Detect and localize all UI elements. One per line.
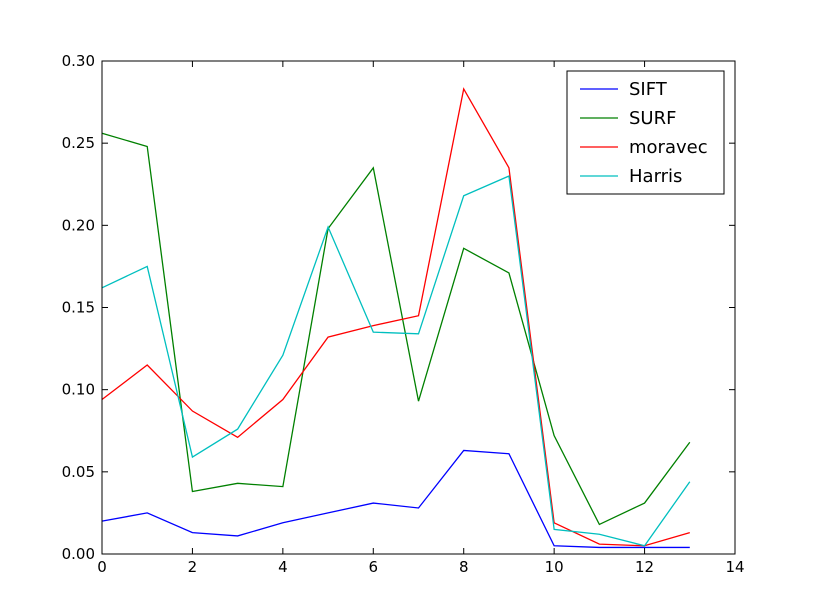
- y-tick-label: 0.00: [62, 545, 95, 563]
- legend-label-sift: SIFT: [629, 79, 668, 100]
- x-tick-label: 12: [635, 558, 654, 576]
- series-line-moravec: [101, 87, 690, 547]
- legend-box: [566, 70, 725, 195]
- y-tick-label: 0.25: [62, 134, 95, 152]
- y-tick-label: 0.20: [62, 216, 95, 234]
- legend: SIFT SURF moravec Harris: [566, 70, 725, 195]
- x-tick-label: 14: [725, 558, 744, 576]
- legend-label-surf: SURF: [629, 108, 676, 129]
- ticks-layer: 0 2 4 6 8 10 12 14 0.00 0.05 0.10 0.15 0.20 0.25 0.30: [62, 52, 745, 576]
- y-tick-label: 0.30: [62, 52, 95, 70]
- x-tick-label: 6: [369, 558, 379, 576]
- x-tick-label: 10: [545, 558, 564, 576]
- series-line-surf: [101, 132, 691, 526]
- plot-frame: [101, 60, 736, 555]
- legend-label-moravec: moravec: [629, 137, 708, 158]
- x-tick-label: 0: [97, 558, 107, 576]
- x-tick-label: 4: [278, 558, 288, 576]
- legend-label-harris: Harris: [629, 166, 682, 187]
- y-tick-label: 0.10: [62, 381, 95, 399]
- x-tick-label: 8: [459, 558, 469, 576]
- series-line-sift: [101, 449, 690, 549]
- series-layer: [101, 87, 691, 549]
- y-tick-label: 0.15: [62, 299, 95, 317]
- y-tick-label: 0.05: [62, 463, 95, 481]
- series-line-harris: [101, 175, 691, 547]
- x-tick-label: 2: [188, 558, 198, 576]
